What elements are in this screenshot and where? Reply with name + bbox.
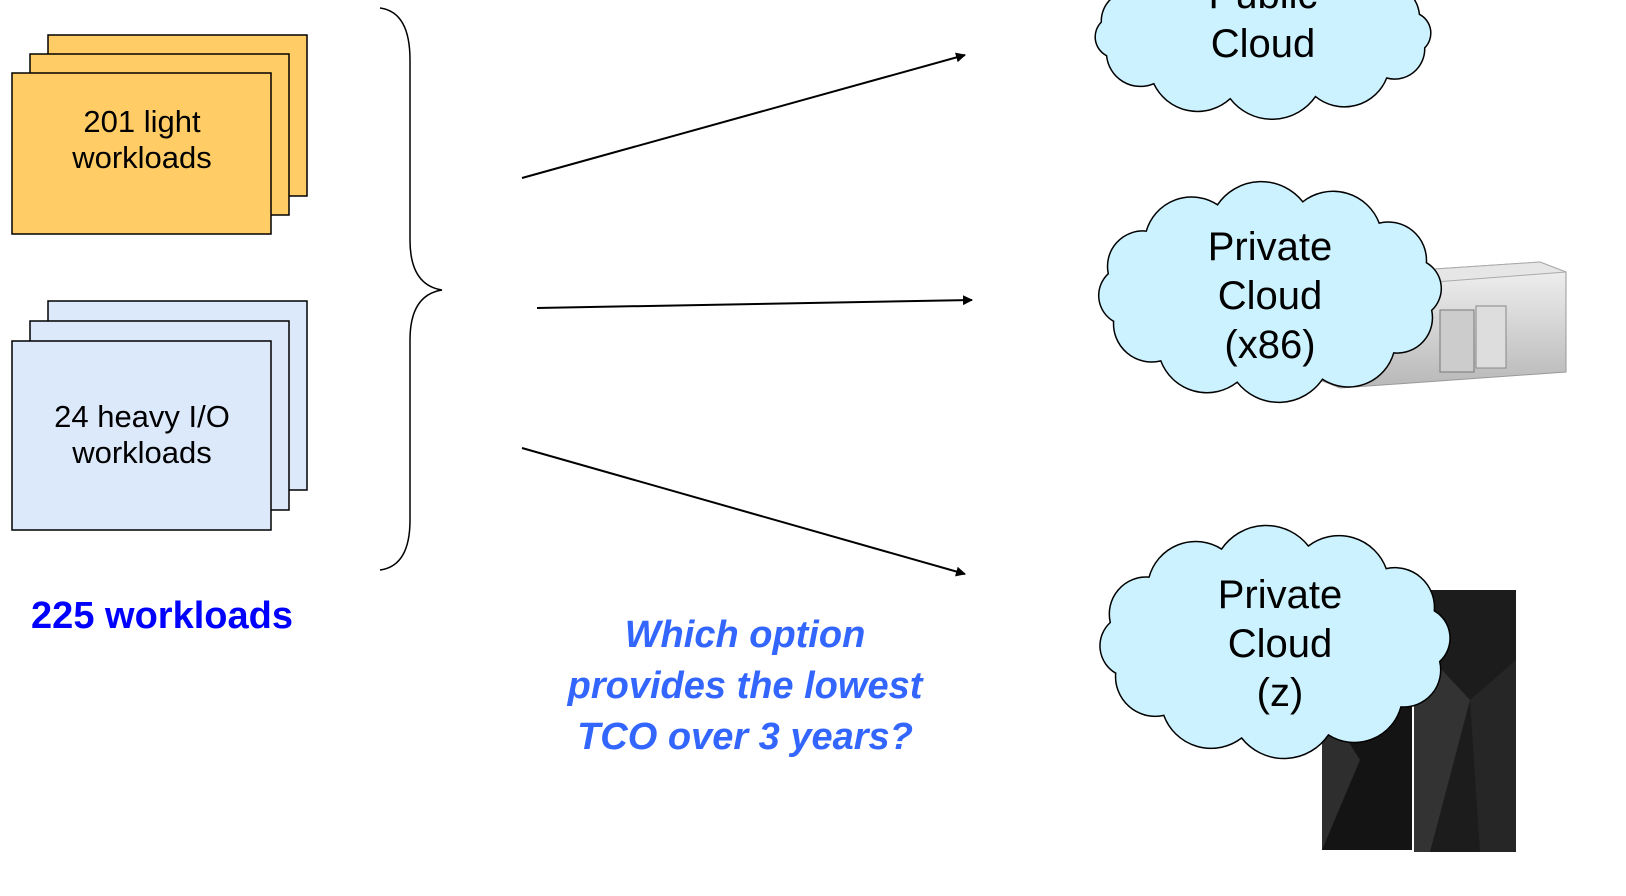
page: 201 lightworkloads24 heavy I/Oworkloads2… — [0, 0, 1626, 896]
label-line: 24 heavy I/O — [54, 399, 230, 434]
label-line: (x86) — [1224, 323, 1315, 367]
label-line: TCO over 3 years? — [577, 716, 913, 758]
label-line: Private — [1208, 225, 1333, 269]
label-line: workloads — [71, 435, 212, 470]
brace — [380, 8, 442, 570]
label-line: 201 light — [83, 104, 201, 139]
arrow — [522, 448, 965, 574]
label-line: Public — [1209, 0, 1318, 17]
label-line: Cloud — [1218, 274, 1323, 318]
total-label: 225 workloads — [31, 595, 293, 637]
label-line: Which option — [625, 614, 866, 656]
label-line: workloads — [71, 140, 212, 175]
label-line: (z) — [1257, 671, 1304, 715]
arrow — [522, 55, 965, 178]
label-line: Cloud — [1228, 622, 1333, 666]
arrow — [537, 300, 972, 308]
label-line: provides the lowest — [567, 665, 924, 707]
label-line: Cloud — [1211, 22, 1316, 66]
diagram: 201 lightworkloads24 heavy I/Oworkloads2… — [0, 0, 1626, 896]
label-line: Private — [1218, 573, 1343, 617]
